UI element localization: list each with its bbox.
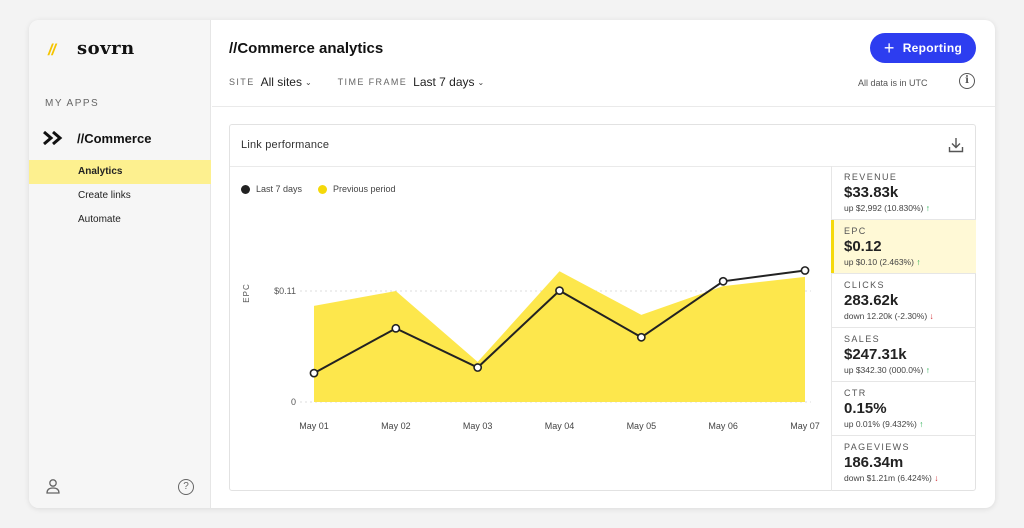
site-filter-label: SITE [229,77,255,87]
data-point [391,323,401,333]
stat-pageviews[interactable]: PAGEVIEWS 186.34m down $1.21m (6.424%) ↓ [832,436,976,490]
link-performance-card: Link performance Last 7 days Previous pe… [229,124,976,491]
arrow-up-icon: ↑ [923,203,931,213]
filter-bar: SITE All sites ⌄ TIME FRAME Last 7 days … [229,75,484,89]
app-commerce[interactable]: //Commerce [43,130,151,146]
main-panel: //Commerce analytics + Reporting SITE Al… [212,20,995,508]
stat-change: up $342.30 (000.0%) ↑ [844,365,976,375]
stat-change: down $1.21m (6.424%) ↓ [844,473,976,483]
brand-logo-mark: // [48,42,56,59]
subnav-item-automate[interactable]: Automate [78,214,121,225]
arrow-up-icon: ↑ [923,365,931,375]
subnav-item-create-links[interactable]: Create links [78,190,131,201]
stat-change-text: up $2,992 (10.830%) [844,203,924,213]
page-title: //Commerce analytics [229,40,384,57]
stat-change: up 0.01% (9.432%) ↑ [844,419,976,429]
stat-label: CLICKS [844,280,885,290]
utc-note: All data is in UTC [858,78,928,88]
stat-value: 0.15% [844,400,887,417]
x-tick-label: May 05 [627,421,657,431]
stat-clicks[interactable]: CLICKS 283.62k down 12.20k (-2.30%) ↓ [832,274,976,328]
stat-change: up $2,992 (10.830%) ↑ [844,203,976,213]
sidebar: // sovrn MY APPS //Commerce Analytics Cr… [29,20,211,508]
help-icon[interactable]: ? [178,479,194,495]
legend-item-previous[interactable]: Previous period [318,184,396,194]
card-divider [230,166,975,167]
plus-icon: + [883,38,895,58]
legend-label: Previous period [333,184,396,194]
legend-label: Last 7 days [256,184,303,194]
data-point [718,276,728,286]
stat-value: $247.31k [844,346,907,363]
header-divider [212,106,995,107]
chart-legend: Last 7 days Previous period [241,184,412,194]
arrow-down-icon: ↓ [927,311,934,321]
data-point [555,286,564,296]
stats-panel: REVENUE $33.83k up $2,992 (10.830%) ↑ EPC $0… [831,166,976,491]
chevron-down-icon[interactable]: ⌄ [304,77,312,87]
stat-epc[interactable]: EPC $0.12 up $0.10 (2.463%) ↑ [831,220,976,274]
stat-label: SALES [844,334,881,344]
arrow-up-icon: ↑ [916,419,924,429]
stat-change-text: down $1.21m (6.424%) [844,473,932,483]
info-icon[interactable]: i [959,73,975,89]
card-title: Link performance [241,139,330,151]
x-tick-label: May 06 [708,421,738,431]
stat-sales[interactable]: SALES $247.31k up $342.30 (000.0%) ↑ [832,328,976,382]
data-point [309,368,319,378]
stat-change: down 12.20k (-2.30%) ↓ [844,311,976,321]
arrow-down-icon: ↓ [931,473,939,483]
download-icon[interactable] [948,137,964,153]
stat-value: $33.83k [844,184,899,201]
legend-dot [318,184,328,194]
series-area-previous-period [314,271,805,402]
stat-change: up $0.10 (2.463%) ↑ [844,257,976,267]
stat-value: 186.34m [844,454,904,471]
reporting-button[interactable]: + Reporting [870,33,976,63]
data-point [800,266,810,275]
timeframe-filter-label: TIME FRAME [337,77,408,87]
epc-chart: 0 $0.11 May 01 May 02 May 03 May 04 May 05 May … [242,266,820,431]
y-axis-label: EPC [242,283,251,302]
app-window: // sovrn MY APPS //Commerce Analytics Cr… [29,20,995,508]
data-point [473,363,483,372]
subnav: Analytics Create links Automate [29,160,211,232]
stat-value: 283.62k [844,292,899,309]
site-filter-dropdown[interactable]: All sites [260,75,302,89]
stat-change-text: down 12.20k (-2.30%) [844,311,928,321]
subnav-item-analytics[interactable]: Analytics [29,160,211,184]
reporting-button-label: Reporting [902,41,963,55]
timeframe-filter-dropdown[interactable]: Last 7 days [413,75,475,89]
stat-label: REVENUE [844,172,898,182]
stat-change-text: up 0.01% (9.432%) [844,419,917,429]
data-point [636,332,646,342]
legend-item-current[interactable]: Last 7 days [241,184,302,194]
x-tick-label: May 01 [299,421,329,431]
stat-label: EPC [844,226,867,236]
stat-label: PAGEVIEWS [844,442,910,452]
y-tick-label: $0.11 [274,286,296,296]
user-icon[interactable] [45,478,61,494]
double-chevron-icon [43,130,65,146]
app-commerce-label: //Commerce [77,130,152,146]
stat-ctr[interactable]: CTR 0.15% up 0.01% (9.432%) ↑ [832,382,976,436]
chevron-down-icon[interactable]: ⌄ [477,77,485,87]
stat-change-text: up $342.30 (000.0%) [844,365,924,375]
x-tick-label: May 02 [381,421,411,431]
y-tick-label: 0 [291,397,296,407]
x-tick-label: May 04 [545,421,575,431]
my-apps-heading: MY APPS [45,98,100,109]
x-tick-label: May 07 [790,421,820,431]
x-tick-label: May 03 [463,421,493,431]
stat-value: $0.12 [844,238,882,255]
legend-dot [241,184,250,194]
brand-logo[interactable]: sovrn [77,38,135,59]
stat-label: CTR [844,388,867,398]
arrow-up-icon: ↑ [913,257,921,267]
stat-change-text: up $0.10 (2.463%) [844,257,914,267]
stat-revenue[interactable]: REVENUE $33.83k up $2,992 (10.830%) ↑ [832,166,976,220]
